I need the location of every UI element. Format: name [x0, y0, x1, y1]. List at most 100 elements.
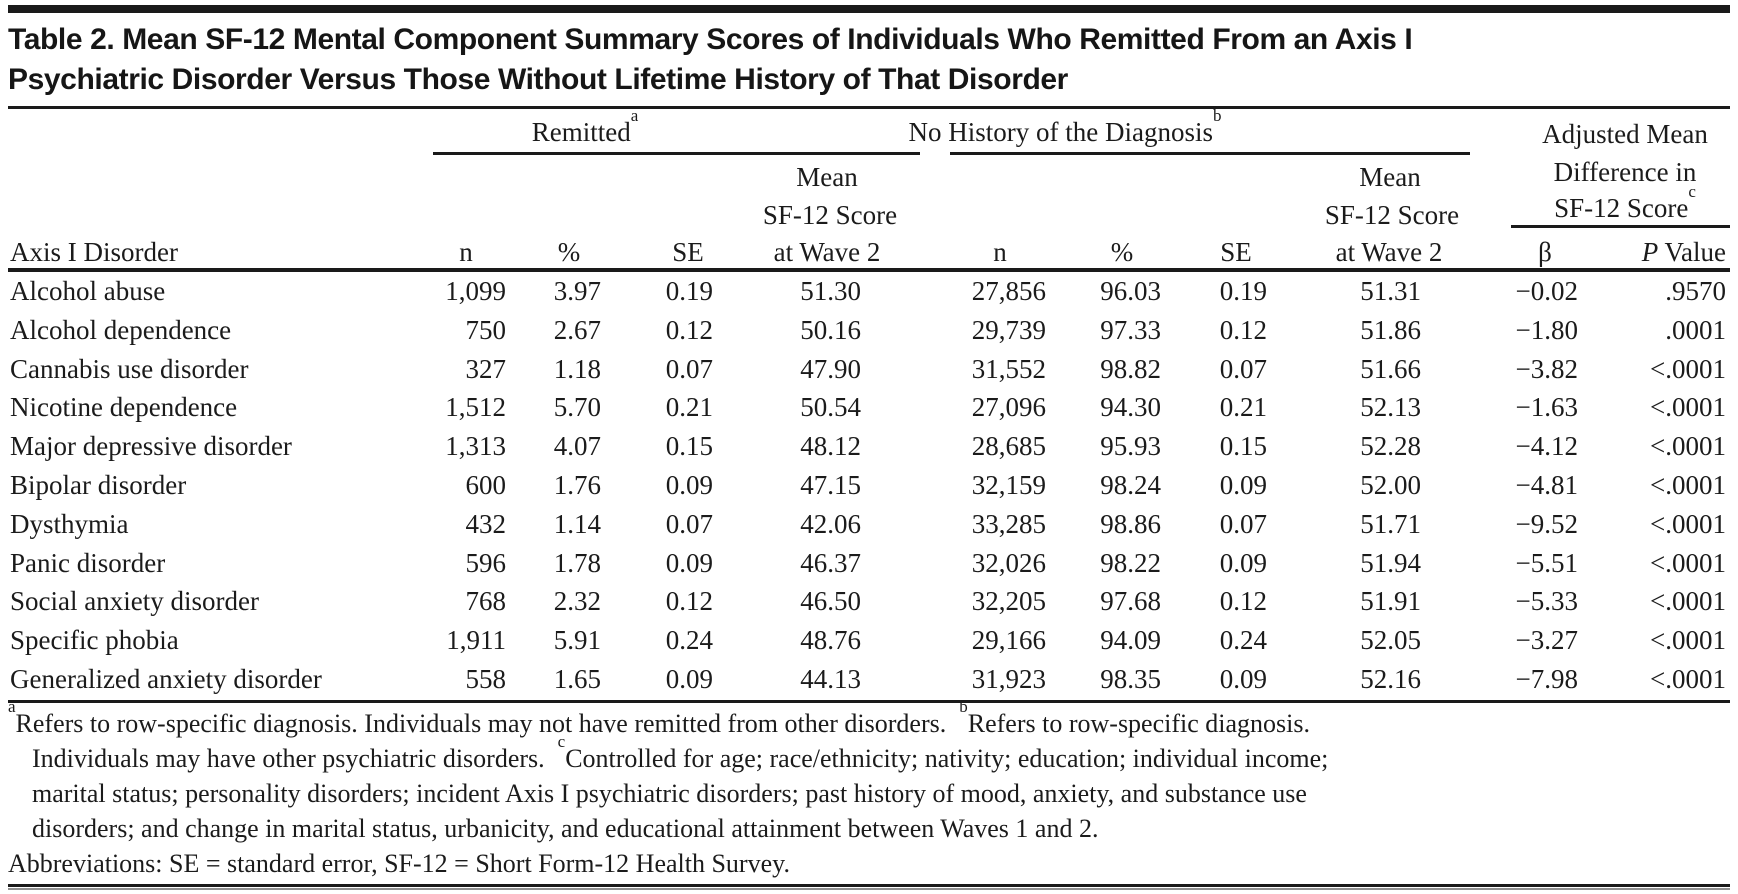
header-p-italic: P [1641, 237, 1659, 267]
spanner-remitted-label: Remitted [531, 117, 631, 147]
cell-value: 0.09 [1219, 547, 1267, 578]
footnotes: aRefers to row-specific diagnosis. Indiv… [8, 698, 1730, 881]
header-n-remitted: n [459, 237, 473, 267]
cell-value: 47.90 [800, 353, 861, 384]
cell-value: 0.24 [665, 625, 713, 656]
cell-value: −3.82 [1515, 353, 1578, 384]
cell-value: 768 [465, 586, 507, 617]
cell-value: 0.07 [1219, 353, 1267, 384]
footnote-line: Individuals may have other psychiatric d… [8, 733, 1730, 776]
cell-value: 50.54 [800, 392, 861, 423]
cell-disorder: Generalized anxiety disorder [10, 663, 322, 694]
footnote-text: marital status; personality disorders; i… [32, 779, 1307, 808]
cell-value: 27,856 [971, 276, 1046, 306]
cell-value: <.0001 [1650, 586, 1726, 617]
cell-value: −5.51 [1515, 547, 1578, 578]
footnote-line: marital status; personality disorders; i… [8, 776, 1730, 811]
table-row: Dysthymia 432 1.14 0.07 42.06 33,285 98.86 0.07… [0, 505, 1738, 544]
cell-value: −0.02 [1515, 276, 1578, 306]
cell-value: 48.76 [800, 625, 861, 656]
cell-value: 50.16 [800, 314, 861, 345]
cell-value: 28,685 [971, 431, 1046, 462]
footnote-line: disorders; and change in marital status,… [8, 811, 1730, 846]
cell-value: 0.19 [1219, 276, 1267, 306]
cell-value: 1,099 [445, 276, 506, 306]
table-row: Panic disorder 596 1.78 0.09 46.37 32,026 98.2… [0, 544, 1738, 583]
cell-value: 29,166 [971, 625, 1046, 656]
header-p-rest: Value [1658, 237, 1727, 267]
cell-value: 51.86 [1360, 314, 1421, 345]
cell-value: <.0001 [1650, 392, 1726, 423]
cell-value: <.0001 [1650, 625, 1726, 656]
footnote-text: Refers to row-specific diagnosis. Indivi… [15, 709, 960, 738]
cell-value: 4.07 [553, 431, 601, 462]
cell-value: 0.12 [665, 314, 713, 345]
cell-value: 1.76 [553, 469, 601, 500]
header-axis-disorder: Axis I Disorder [10, 237, 178, 267]
cell-disorder: Bipolar disorder [10, 469, 187, 500]
header-mean2-no-history: SF-12 Score [1324, 200, 1460, 230]
cell-value: <.0001 [1650, 353, 1726, 384]
cell-value: 98.35 [1100, 663, 1161, 694]
footnote-superscript: b [959, 697, 968, 717]
table-row: Bipolar disorder 600 1.76 0.09 47.15 32,159 98… [0, 466, 1738, 505]
cell-value: 98.86 [1100, 508, 1161, 539]
rule-bottom [8, 884, 1730, 887]
cell-value: 46.37 [800, 547, 861, 578]
cell-value: 1.18 [553, 353, 601, 384]
cell-disorder: Social anxiety disorder [10, 586, 259, 617]
header-p-value: P Value [1642, 236, 1726, 268]
table-top-bar [8, 5, 1730, 13]
cell-value: 0.19 [665, 276, 713, 306]
cell-value: 94.09 [1100, 625, 1161, 656]
cell-value: 0.21 [665, 392, 713, 423]
footnote-line: aRefers to row-specific diagnosis. Indiv… [8, 698, 1730, 741]
cell-value: 0.07 [665, 353, 713, 384]
footnote-text: disorders; and change in marital status,… [32, 814, 1099, 843]
cell-value: 0.09 [665, 469, 713, 500]
table-row: Alcohol abuse 1,099 3.97 0.19 51.30 27,856 96.… [0, 272, 1738, 311]
header-mean3-remitted: at Wave 2 [773, 237, 881, 267]
cell-value: 52.00 [1360, 469, 1421, 500]
spanner-adjusted-line1: Adjusted Mean [1542, 119, 1708, 149]
cell-disorder: Specific phobia [10, 625, 179, 656]
footnote-text: Controlled for age; race/ethnicity; nati… [565, 744, 1329, 773]
cell-value: 2.32 [553, 586, 601, 617]
cell-disorder: Cannabis use disorder [10, 353, 249, 384]
table-row: Generalized anxiety disorder 558 1.65 0.09 4… [0, 660, 1738, 699]
table-title-line1: Table 2. Mean SF-12 Mental Component Sum… [8, 23, 1413, 56]
rule-no-history-spanner [950, 152, 1470, 155]
header-pct-remitted: % [557, 237, 581, 267]
cell-value: 1.65 [553, 663, 601, 694]
cell-value: 5.70 [553, 392, 601, 423]
cell-value: 5.91 [553, 625, 601, 656]
cell-value: 51.71 [1360, 508, 1421, 539]
cell-value: 596 [465, 547, 507, 578]
header-mean1-remitted: Mean [796, 162, 858, 192]
footnote-text: Refers to row-specific diagnosis. [967, 709, 1311, 738]
cell-value: 42.06 [800, 508, 861, 539]
cell-value: 0.24 [1219, 625, 1267, 656]
cell-value: −1.80 [1515, 314, 1578, 345]
cell-disorder: Alcohol abuse [10, 276, 166, 306]
cell-value: 327 [465, 353, 507, 384]
cell-value: 32,026 [971, 547, 1046, 578]
cell-disorder: Panic disorder [10, 547, 166, 578]
cell-value: 1.14 [553, 508, 601, 539]
cell-value: 51.31 [1360, 276, 1421, 306]
cell-value: 51.94 [1360, 547, 1421, 578]
cell-value: 558 [465, 663, 507, 694]
cell-value: .9570 [1665, 276, 1726, 306]
cell-value: 27,096 [971, 392, 1046, 423]
cell-value: 31,552 [971, 353, 1046, 384]
cell-value: 52.13 [1360, 392, 1421, 423]
header-mean2-remitted: SF-12 Score [762, 200, 898, 230]
header-se-remitted: SE [672, 237, 704, 267]
footnote-text: Individuals may have other psychiatric d… [32, 744, 558, 773]
spanner-no-history-label: No History of the Diagnosis [908, 117, 1213, 147]
cell-value: 0.09 [1219, 663, 1267, 694]
cell-value: −4.12 [1515, 431, 1578, 462]
cell-value: −1.63 [1515, 392, 1578, 423]
cell-value: 32,205 [971, 586, 1046, 617]
